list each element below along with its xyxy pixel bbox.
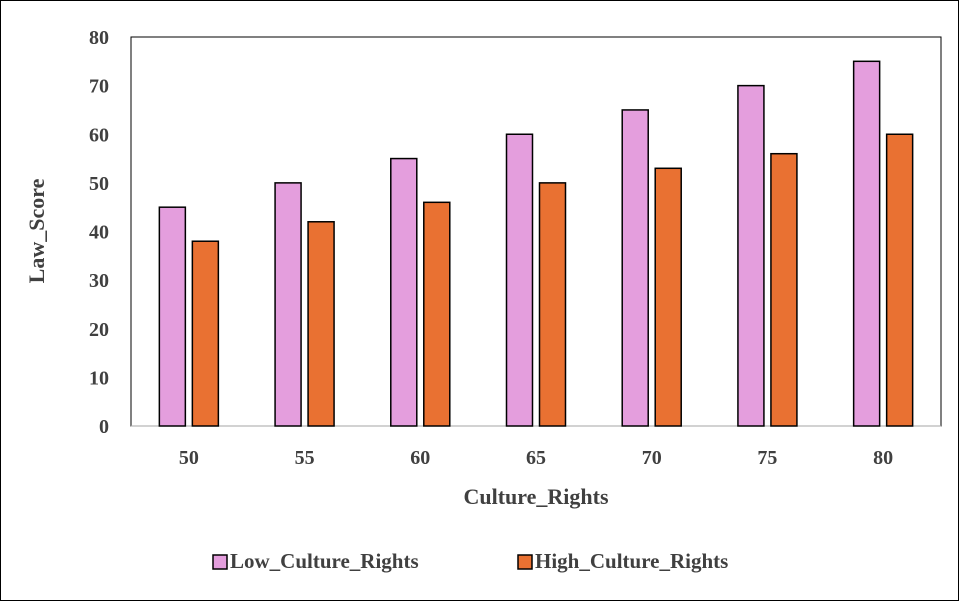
x-tick-label: 80 bbox=[873, 447, 893, 469]
bar-high-culture-rights bbox=[887, 134, 913, 426]
bar-low-culture-rights bbox=[391, 159, 417, 426]
x-tick-label: 75 bbox=[757, 447, 777, 469]
y-axis-title: Law_Score bbox=[24, 178, 49, 283]
y-tick-label: 50 bbox=[89, 173, 109, 195]
y-tick-label: 30 bbox=[89, 270, 109, 292]
bar-high-culture-rights bbox=[192, 241, 218, 426]
plot-border bbox=[131, 37, 941, 426]
legend: Low_Culture_Rights High_Culture_Rights bbox=[213, 549, 728, 573]
x-tick-label: 70 bbox=[642, 447, 662, 469]
x-tick-label: 65 bbox=[526, 447, 546, 469]
y-axis-ticks: 0 10 20 30 40 50 60 70 80 bbox=[89, 27, 109, 438]
bar-high-culture-rights bbox=[424, 202, 450, 426]
x-tick-label: 50 bbox=[179, 447, 199, 469]
bar-low-culture-rights bbox=[622, 110, 648, 426]
plot-area: 0 10 20 30 40 50 60 70 80 50 55 60 65 70 75 80 bbox=[89, 27, 941, 469]
bar-low-culture-rights bbox=[159, 207, 185, 426]
bar-high-culture-rights bbox=[308, 222, 334, 426]
legend-label: Low_Culture_Rights bbox=[230, 549, 419, 573]
y-tick-label: 0 bbox=[99, 416, 109, 438]
x-tick-label: 60 bbox=[410, 447, 430, 469]
x-axis-ticks: 50 55 60 65 70 75 80 bbox=[179, 447, 893, 469]
y-tick-label: 40 bbox=[89, 222, 109, 244]
y-tick-label: 70 bbox=[89, 76, 109, 98]
bar-low-culture-rights bbox=[738, 86, 764, 426]
bar-low-culture-rights bbox=[854, 61, 880, 426]
y-tick-label: 80 bbox=[89, 27, 109, 49]
y-tick-label: 60 bbox=[89, 124, 109, 146]
bars bbox=[159, 61, 912, 426]
y-tick-label: 10 bbox=[89, 367, 109, 389]
bar-low-culture-rights bbox=[275, 183, 301, 426]
bar-low-culture-rights bbox=[507, 134, 533, 426]
legend-swatch bbox=[518, 555, 532, 569]
bar-high-culture-rights bbox=[771, 154, 797, 426]
x-tick-label: 55 bbox=[295, 447, 315, 469]
x-axis-title: Culture_Rights bbox=[463, 484, 608, 509]
legend-swatch bbox=[213, 555, 227, 569]
bar-high-culture-rights bbox=[655, 168, 681, 426]
bar-high-culture-rights bbox=[540, 183, 566, 426]
legend-label: High_Culture_Rights bbox=[535, 549, 728, 573]
y-tick-label: 20 bbox=[89, 319, 109, 341]
